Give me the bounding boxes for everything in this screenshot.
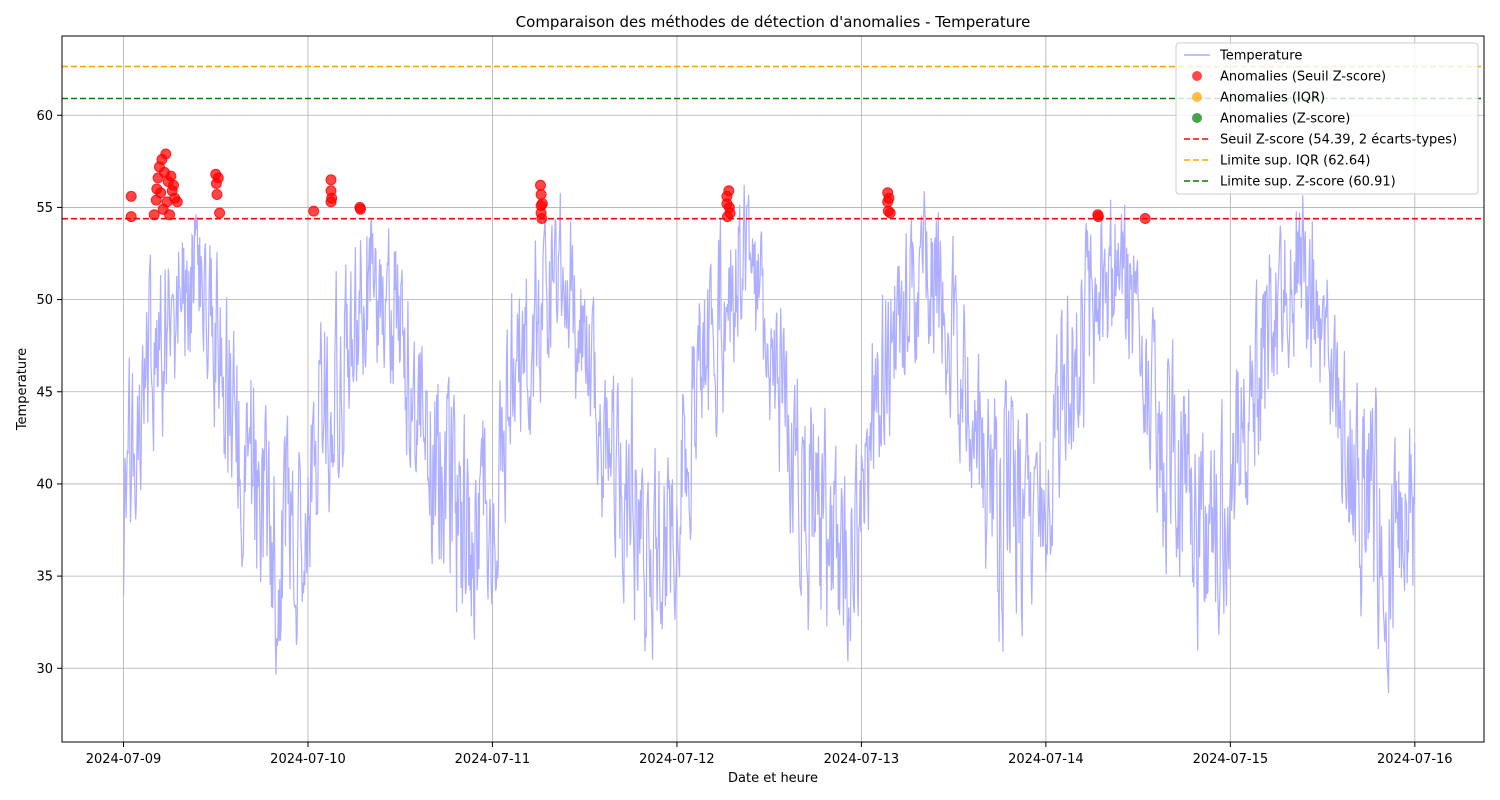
anomaly-point [355, 203, 366, 215]
anomaly-point [168, 179, 179, 191]
x-tick-label: 2024-07-13 [824, 752, 900, 767]
anomaly-point [160, 148, 172, 160]
x-axis-ticks: 2024-07-09 2024-07-10 2024-07-11 2024-07-12… [86, 742, 1453, 767]
anomaly-point [724, 207, 736, 219]
anomaly-point [326, 192, 338, 204]
x-tick-label: 2024-07-11 [455, 752, 531, 767]
plot-area [61, 35, 1485, 743]
anomaly-point [211, 189, 223, 200]
y-tick-label: 45 [36, 385, 53, 400]
anomaly-point [125, 211, 137, 223]
anomaly-point [536, 198, 548, 210]
y-axis-label: Temperature [15, 348, 30, 431]
anomaly-point [723, 185, 735, 197]
legend-box [1175, 42, 1479, 195]
x-tick-label: 2024-07-15 [1193, 752, 1269, 767]
plot-frame [61, 35, 1485, 743]
legend-anomaly-zscore-label: Anomalies (Z-score) [1220, 112, 1350, 127]
legend-anomaly-zscore-swatch [1192, 113, 1202, 123]
anomaly-point [535, 189, 547, 200]
legend: Temperature Anomalies (Seuil Z-score) An… [1175, 42, 1479, 195]
y-tick-label: 35 [36, 570, 53, 585]
anomaly-point [212, 172, 224, 184]
temperature-series [122, 184, 1416, 694]
anomaly-point [1092, 211, 1104, 223]
legend-iqr-limit-label: Limite sup. IQR (62.64) [1220, 154, 1370, 169]
anomaly-point [325, 174, 337, 186]
anomaly-point [171, 196, 183, 208]
y-axis-ticks: 30 35 40 45 50 55 60 [36, 109, 62, 677]
chart-title: Comparaison des méthodes de détection d'… [516, 13, 1031, 31]
temperature-line [122, 184, 1416, 694]
anomaly-point [148, 209, 160, 221]
legend-series-label: Temperature [1219, 49, 1302, 64]
legend-anomaly-zscore-threshold-swatch [1192, 71, 1202, 81]
anomaly-point [308, 205, 320, 217]
anomaly-point [883, 192, 895, 204]
x-tick-label: 2024-07-09 [86, 752, 162, 767]
y-tick-label: 50 [36, 293, 53, 308]
anomaly-point [536, 213, 548, 224]
legend-anomaly-zscore-threshold-label: Anomalies (Seuil Z-score) [1220, 70, 1386, 85]
anomaly-point [1139, 213, 1151, 224]
x-tick-label: 2024-07-14 [1008, 752, 1084, 767]
legend-anomaly-iqr-label: Anomalies (IQR) [1220, 91, 1325, 106]
y-tick-label: 30 [36, 662, 53, 677]
y-tick-label: 60 [36, 109, 53, 124]
x-tick-label: 2024-07-10 [270, 752, 346, 767]
anomaly-point [125, 190, 137, 202]
legend-anomaly-iqr-swatch [1192, 92, 1202, 102]
x-axis-label: Date et heure [728, 771, 818, 786]
anomaly-point [884, 207, 896, 219]
legend-zscore-limit-label: Limite sup. Z-score (60.91) [1220, 175, 1396, 190]
y-tick-label: 40 [36, 477, 53, 492]
anomaly-point [214, 207, 226, 219]
legend-zscore-threshold-label: Seuil Z-score (54.39, 2 écarts-types) [1220, 133, 1457, 148]
anomaly-point [165, 170, 177, 182]
anomaly-point [535, 179, 546, 191]
y-tick-label: 55 [36, 201, 53, 216]
x-tick-label: 2024-07-12 [639, 752, 715, 767]
x-tick-label: 2024-07-16 [1377, 752, 1453, 767]
anomaly-markers [125, 148, 1151, 224]
anomaly-point [155, 187, 167, 199]
anomaly-point [164, 209, 176, 221]
